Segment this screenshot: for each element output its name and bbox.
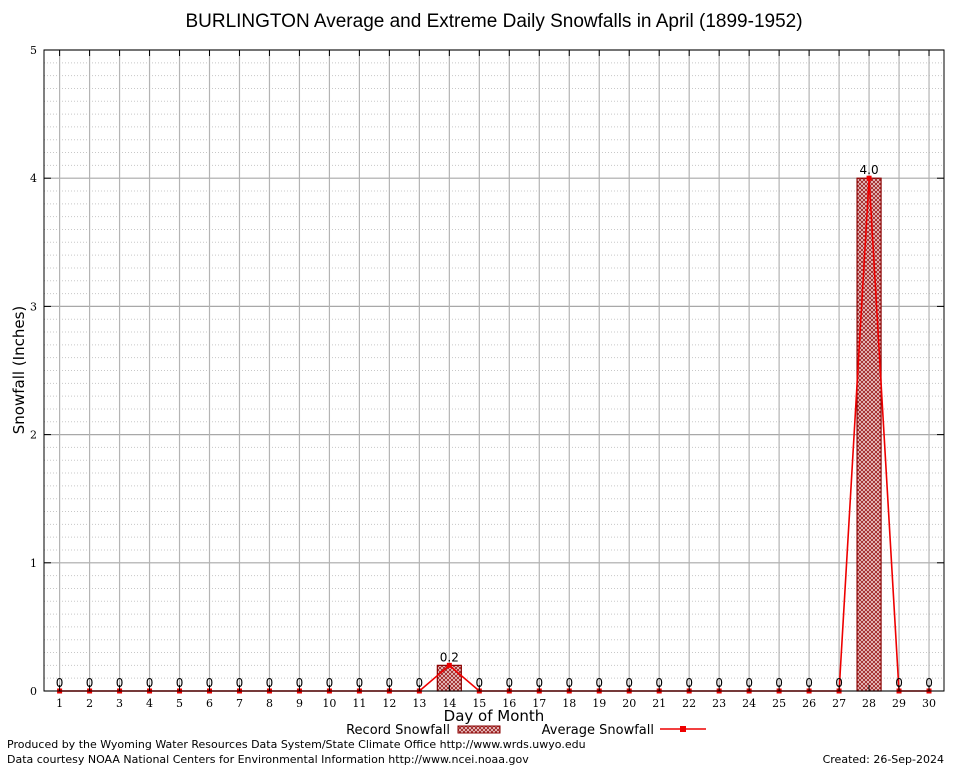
data-label-day-18: 0 [565, 676, 573, 690]
data-label-day-7: 0 [236, 676, 244, 690]
data-label-day-8: 0 [266, 676, 274, 690]
data-label-day-12: 0 [386, 676, 394, 690]
x-tick-label: 14 [442, 697, 456, 710]
legend-label-average: Average Snowfall [542, 723, 654, 738]
data-label-day-15: 0 [475, 676, 483, 690]
average-point-day-28 [866, 175, 872, 181]
x-tick-label: 30 [922, 697, 936, 710]
data-label-day-16: 0 [505, 676, 513, 690]
chart-title: BURLINGTON Average and Extreme Daily Sno… [185, 11, 802, 32]
data-label-day-13: 0 [416, 676, 424, 690]
x-axis-label: Day of Month [444, 707, 545, 725]
y-tick-label: 4 [30, 172, 37, 185]
x-tick-label: 17 [532, 697, 546, 710]
x-tick-label: 26 [802, 697, 816, 710]
data-label-day-22: 0 [685, 676, 693, 690]
data-label-day-9: 0 [296, 676, 304, 690]
y-tick-label: 2 [30, 429, 37, 442]
plot-frame [43, 49, 945, 692]
legend-label-record: Record Snowfall [346, 723, 450, 738]
x-tick-label: 22 [682, 697, 696, 710]
data-labels: 0 0 0 0 0 0 0 0 0 0 0 0 0 0.2 0 0 0 0 0 0 0 0 0 0 0 0 0 4.0 0 0 [56, 163, 933, 690]
x-tick-label: 7 [236, 697, 243, 710]
data-label-day-23: 0 [715, 676, 723, 690]
data-label-day-26: 0 [805, 676, 813, 690]
x-tick-label: 29 [892, 697, 906, 710]
bars [436, 177, 882, 692]
legend-marker-average [680, 726, 686, 732]
footer-source: Data courtesy NOAA National Centers for … [7, 753, 529, 766]
x-tick-label: 2 [86, 697, 93, 710]
x-tick-label: 11 [352, 697, 366, 710]
x-tick-label: 25 [772, 697, 786, 710]
data-label-day-10: 0 [326, 676, 334, 690]
y-tick-label: 1 [30, 557, 37, 570]
x-tick-label: 3 [116, 697, 123, 710]
x-tick-label: 4 [146, 697, 153, 710]
x-tick-label: 23 [712, 697, 726, 710]
footer-created: Created: 26-Sep-2024 [823, 753, 944, 766]
x-tick-label: 1 [56, 697, 63, 710]
x-tick-label: 9 [296, 697, 303, 710]
data-label-day-14: 0.2 [440, 650, 459, 664]
x-tick-label: 20 [622, 697, 636, 710]
x-tick-label: 18 [562, 697, 576, 710]
data-label-day-4: 0 [146, 676, 154, 690]
x-tick-label: 10 [322, 697, 336, 710]
average-point-day-14 [446, 662, 452, 668]
y-tick-label: 3 [30, 300, 37, 313]
data-label-day-3: 0 [116, 676, 124, 690]
data-label-day-2: 0 [86, 676, 94, 690]
data-label-day-24: 0 [745, 676, 753, 690]
legend-swatch-record [457, 725, 501, 734]
data-label-day-21: 0 [655, 676, 663, 690]
data-label-day-28: 4.0 [860, 163, 879, 177]
data-label-day-11: 0 [356, 676, 364, 690]
footer-credit: Produced by the Wyoming Water Resources … [7, 738, 586, 751]
data-label-day-27: 0 [835, 676, 843, 690]
x-tick-label: 6 [206, 697, 213, 710]
bar-day-28 [856, 177, 882, 692]
x-tick-label: 19 [592, 697, 606, 710]
x-tick-label: 8 [266, 697, 273, 710]
data-label-day-19: 0 [595, 676, 603, 690]
data-label-day-6: 0 [206, 676, 214, 690]
y-axis-label: Snowfall (Inches) [10, 306, 28, 434]
x-tick-label: 16 [502, 697, 516, 710]
x-tick-label: 21 [652, 697, 666, 710]
legend: Record Snowfall Average Snowfall [346, 723, 706, 738]
data-label-day-17: 0 [535, 676, 543, 690]
grid [44, 49, 944, 692]
data-label-day-20: 0 [625, 676, 633, 690]
x-tick-label: 13 [412, 697, 426, 710]
x-tick-label: 28 [862, 697, 876, 710]
y-tick-label: 5 [30, 44, 37, 57]
x-tick-label: 27 [832, 697, 846, 710]
data-label-day-29: 0 [895, 676, 903, 690]
data-label-day-1: 0 [56, 676, 64, 690]
x-tick-label: 5 [176, 697, 183, 710]
x-tick-label: 15 [472, 697, 486, 710]
data-label-day-25: 0 [775, 676, 783, 690]
x-tick-label: 12 [382, 697, 396, 710]
data-label-day-5: 0 [176, 676, 184, 690]
x-tick-label: 24 [742, 697, 756, 710]
y-tick-label: 0 [30, 685, 37, 698]
data-label-day-30: 0 [925, 676, 933, 690]
